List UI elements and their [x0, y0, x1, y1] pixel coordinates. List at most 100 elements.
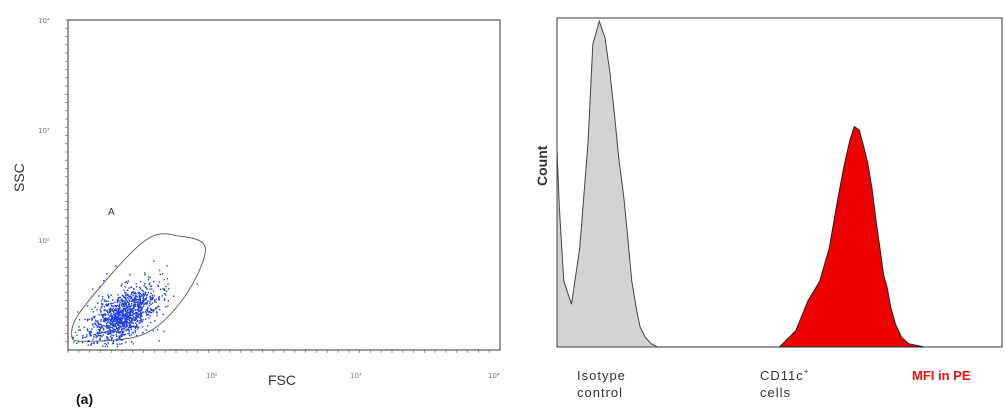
scatter-point	[141, 320, 143, 323]
scatter-point	[104, 321, 106, 323]
scatter-point	[104, 309, 106, 311]
scatter-point	[147, 292, 150, 294]
scatter-point	[126, 297, 129, 299]
scatter-point	[122, 313, 125, 315]
scatter-point	[125, 313, 127, 315]
scatter-point	[119, 296, 121, 299]
scatter-point	[123, 300, 125, 302]
scatter-point	[130, 308, 132, 310]
scatter-point	[120, 328, 123, 331]
scatter-point	[135, 296, 137, 298]
scatter-point	[117, 297, 120, 299]
scatter-point	[122, 324, 125, 327]
scatter-point	[95, 334, 97, 337]
scatter-point	[137, 308, 140, 310]
scatter-point	[120, 317, 123, 319]
scatter-point	[196, 283, 198, 285]
scatter-point	[82, 334, 84, 337]
scatter-point	[132, 291, 134, 293]
scatter-point	[122, 306, 124, 308]
scatter-point	[137, 316, 139, 318]
scatter-point	[134, 325, 136, 328]
scatter-ytick-label: 10³	[38, 127, 50, 135]
scatter-point	[158, 305, 160, 307]
scatter-point	[106, 305, 109, 307]
scatter-point	[122, 327, 124, 330]
scatter-point	[125, 306, 127, 309]
scatter-point	[125, 292, 127, 294]
scatter-point	[137, 314, 139, 317]
scatter-point	[127, 310, 129, 312]
scatter-point	[136, 326, 138, 328]
scatter-point	[113, 324, 115, 326]
scatter-point	[158, 297, 160, 299]
scatter-point	[121, 317, 123, 320]
scatter-point	[131, 319, 133, 322]
scatter-point	[106, 318, 108, 321]
scatter-point	[107, 336, 109, 338]
scatter-point	[116, 327, 118, 329]
scatter-point	[101, 326, 103, 328]
scatter-point	[119, 301, 121, 304]
scatter-point	[102, 324, 104, 327]
scatter-point	[128, 324, 131, 327]
scatter-point	[135, 316, 138, 319]
scatter-point	[158, 281, 161, 283]
scatter-point	[123, 313, 125, 315]
scatter-point	[133, 317, 135, 319]
scatter-point	[125, 310, 127, 312]
scatter-point	[124, 294, 127, 296]
scatter-point	[100, 326, 102, 329]
scatter-point	[140, 293, 143, 296]
scatter-point	[143, 303, 145, 306]
scatter-point	[149, 315, 152, 317]
scatter-point	[142, 300, 144, 303]
scatter-point	[150, 303, 152, 306]
scatter-point	[111, 317, 113, 319]
scatter-point	[131, 322, 133, 324]
scatter-point	[125, 304, 128, 306]
scatter-point	[156, 307, 158, 309]
scatter-point	[121, 294, 124, 297]
scatter-point	[113, 314, 116, 316]
scatter-point	[131, 291, 133, 294]
scatter-point	[105, 317, 107, 320]
scatter-point	[123, 334, 126, 336]
scatter-point	[107, 319, 109, 322]
scatter-point	[145, 310, 147, 313]
scatter-point	[128, 319, 131, 322]
scatter-point	[139, 314, 141, 316]
scatter-point	[112, 328, 114, 330]
scatter-point	[113, 311, 115, 314]
scatter-point	[108, 308, 110, 310]
scatter-point	[119, 335, 121, 337]
scatter-point	[118, 308, 120, 310]
scatter-point	[145, 329, 148, 331]
scatter-point	[107, 342, 109, 344]
scatter-point	[124, 286, 126, 288]
scatter-point	[141, 289, 143, 291]
scatter-point	[137, 326, 140, 329]
scatter-point	[101, 298, 104, 300]
scatter-point	[138, 304, 140, 306]
scatter-point	[163, 293, 166, 295]
scatter-point	[104, 300, 106, 303]
series-cd11c-cells	[778, 125, 925, 348]
scatter-point	[124, 307, 126, 310]
scatter-point	[110, 338, 113, 340]
scatter-point	[135, 286, 138, 288]
scatter-point	[140, 313, 142, 315]
scatter-point	[128, 298, 130, 300]
scatter-point	[115, 312, 117, 314]
scatter-point	[115, 318, 117, 321]
scatter-point	[98, 334, 100, 337]
scatter-point	[93, 336, 95, 338]
category-label-cd11c-line2: cells	[760, 385, 791, 400]
scatter-point	[115, 306, 117, 308]
scatter-point	[117, 329, 119, 332]
scatter-point	[152, 309, 154, 311]
scatter-point	[106, 327, 108, 329]
scatter-point	[133, 319, 135, 322]
scatter-point	[127, 315, 129, 317]
scatter-point	[100, 311, 102, 313]
